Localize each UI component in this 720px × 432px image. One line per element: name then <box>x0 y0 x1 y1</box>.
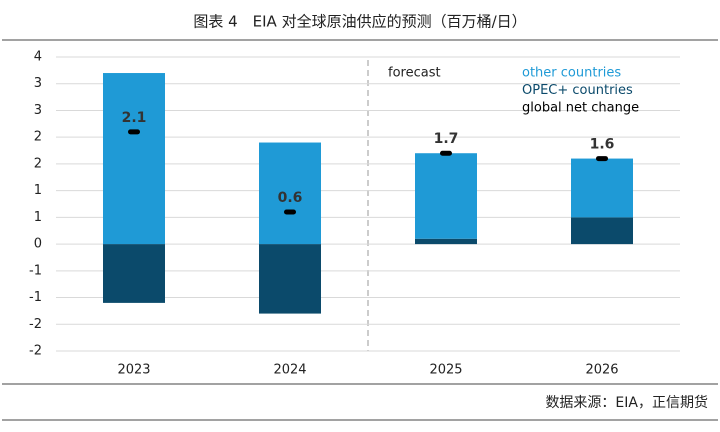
y-tick-label: 1 <box>34 183 42 198</box>
page-title: 图表 4 EIA 对全球原油供应的预测（百万桶/日） <box>193 13 526 31</box>
y-tick-label: -1 <box>29 290 42 305</box>
annotation: forecast <box>388 66 441 81</box>
net-marker <box>284 209 296 215</box>
bar <box>103 73 165 245</box>
bar <box>571 217 633 245</box>
x-tick-label: 2023 <box>117 363 150 378</box>
bar <box>259 244 321 314</box>
bar <box>415 238 477 245</box>
bar <box>415 153 477 239</box>
source: 数据来源：EIA，正信期货 <box>545 394 708 411</box>
y-tick-label: -2 <box>29 344 42 359</box>
data-label: 2.1 <box>122 110 147 126</box>
y-tick-label: 2 <box>34 156 42 171</box>
y-tick-label: -2 <box>29 317 42 332</box>
y-tick-label: 2 <box>34 130 42 145</box>
y-tick-label: -1 <box>29 263 42 278</box>
bar <box>571 158 633 218</box>
data-label: 0.6 <box>278 190 303 206</box>
y-tick-label: 1 <box>34 210 42 225</box>
y-tick-label: 0 <box>34 237 42 252</box>
legend-entry: global net change <box>522 101 639 116</box>
y-tick-label: 3 <box>34 76 42 91</box>
y-tick-label: 3 <box>34 103 42 118</box>
x-tick-label: 2026 <box>585 363 618 378</box>
data-label: 1.6 <box>590 137 615 153</box>
x-tick-label: 2025 <box>429 363 462 378</box>
bar <box>103 244 165 303</box>
data-label: 1.7 <box>434 131 459 147</box>
legend-entry: OPEC+ countries <box>522 83 633 98</box>
bar <box>259 142 321 245</box>
net-marker <box>596 156 608 162</box>
net-marker <box>128 129 140 135</box>
legend-entry: other countries <box>522 66 621 81</box>
y-tick-label: 4 <box>34 50 42 65</box>
net-marker <box>440 150 452 156</box>
x-tick-label: 2024 <box>273 363 306 378</box>
